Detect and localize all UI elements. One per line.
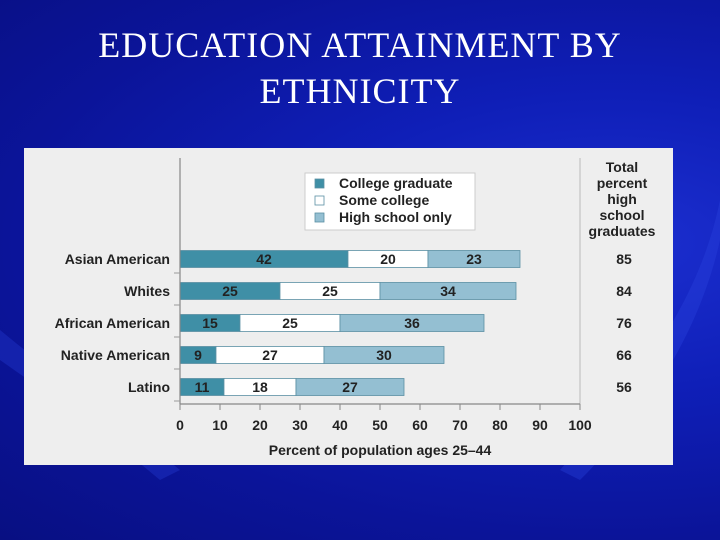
legend-box	[304, 172, 476, 231]
bar-data-label: 25	[282, 315, 298, 331]
totals-header-line: graduates	[589, 223, 656, 239]
totals-column: 85 84 76 66 56 Totalpercenthighschoolgraduate…	[589, 159, 656, 395]
slide-title: EDUCATION ATTAINMENT BY ETHNICITY	[0, 22, 720, 114]
legend-label: Some college	[339, 192, 429, 208]
x-tick-label: 80	[492, 417, 508, 433]
bar-segment	[427, 250, 521, 268]
legend-swatch	[314, 178, 325, 189]
total-value: 85	[616, 251, 632, 267]
legend-swatch	[314, 212, 325, 223]
x-tick-label: 60	[412, 417, 428, 433]
bar-data-label: 34	[440, 283, 456, 299]
x-tick-label: 0	[176, 417, 184, 433]
x-tick-label: 50	[372, 417, 388, 433]
bar-data-label: 42	[256, 251, 272, 267]
bar-data-label: 11	[195, 379, 210, 395]
bar-data-label: 18	[252, 379, 268, 395]
bar-segment	[379, 282, 517, 300]
bar-data-label: 36	[404, 315, 420, 331]
category-label: Native American	[61, 347, 170, 363]
bar-data-label: 30	[376, 347, 392, 363]
x-tick-label: 90	[532, 417, 548, 433]
bar-data-label: 25	[222, 283, 238, 299]
x-tick-label: 10	[212, 417, 228, 433]
totals-header-line: school	[599, 207, 644, 223]
total-value: 84	[616, 283, 632, 299]
bar-segment	[323, 346, 445, 364]
stacked-bar-chart: Asian American 42 20 23 Whites 25 25 34 African …	[55, 158, 656, 458]
x-tick-label: 40	[332, 417, 348, 433]
totals-header-line: Total	[606, 159, 638, 175]
x-tick-label: 20	[252, 417, 268, 433]
total-value: 56	[616, 379, 632, 395]
category-label: African American	[55, 315, 170, 331]
legend-label: High school only	[339, 209, 452, 225]
bar-segment	[339, 314, 485, 332]
x-tick-label: 100	[568, 417, 592, 433]
bar-data-label: 20	[380, 251, 396, 267]
total-value: 76	[616, 315, 632, 331]
legend-swatch	[314, 195, 325, 206]
slide-title-line-2: ETHNICITY	[259, 71, 461, 111]
x-axis-label: Percent of population ages 25–44	[269, 442, 492, 458]
bar-data-label: 27	[262, 347, 278, 363]
x-tick-label: 70	[452, 417, 468, 433]
category-label: Whites	[124, 283, 170, 299]
bar-data-label: 23	[466, 251, 482, 267]
bar-data-label: 25	[322, 283, 338, 299]
category-label: Asian American	[65, 251, 170, 267]
bar-segment	[295, 378, 405, 396]
totals-header-line: percent	[597, 175, 648, 191]
x-tick-label: 30	[292, 417, 308, 433]
category-label: Latino	[128, 379, 170, 395]
chart-panel: Asian American 42 20 23 Whites 25 25 34 African …	[24, 148, 673, 465]
bar-data-label: 9	[194, 347, 202, 363]
slide-title-line-1: EDUCATION ATTAINMENT BY	[98, 25, 622, 65]
totals-header-line: high	[607, 191, 637, 207]
legend-label: College graduate	[339, 175, 453, 191]
total-value: 66	[616, 347, 632, 363]
bar-data-label: 15	[202, 315, 218, 331]
bar-data-label: 27	[342, 379, 358, 395]
